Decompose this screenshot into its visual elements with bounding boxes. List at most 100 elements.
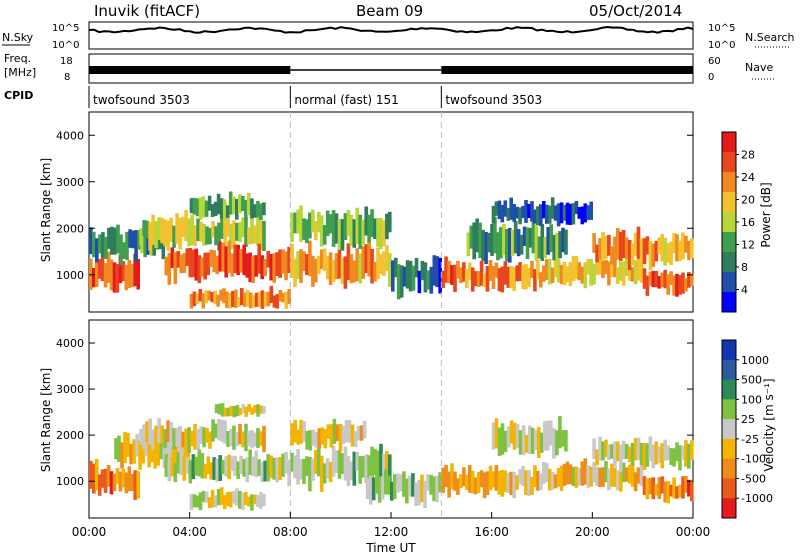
cell xyxy=(500,266,505,293)
cell xyxy=(256,428,260,449)
cell xyxy=(210,489,215,508)
freq-unit: [MHz] xyxy=(4,66,36,79)
cell xyxy=(536,470,540,491)
colorbar-swatch xyxy=(722,458,736,479)
cell xyxy=(97,259,102,279)
cell xyxy=(527,267,531,288)
cell xyxy=(604,439,608,458)
cell xyxy=(210,204,215,217)
cell xyxy=(630,442,635,466)
cell xyxy=(89,258,93,290)
cell xyxy=(266,454,270,482)
cell xyxy=(556,258,561,283)
cell xyxy=(250,430,254,449)
cell xyxy=(639,442,644,465)
cell xyxy=(164,256,169,276)
cell xyxy=(681,476,685,499)
cell xyxy=(263,460,267,482)
cell xyxy=(654,270,659,288)
data-band-8 xyxy=(391,255,442,300)
cell xyxy=(607,234,611,256)
cell xyxy=(543,421,547,451)
cell xyxy=(627,240,632,271)
cell xyxy=(376,450,380,487)
cell xyxy=(293,212,297,234)
power-yticks: 1000 2000 3000 4000 xyxy=(56,129,693,282)
cell xyxy=(311,255,315,287)
cell xyxy=(592,461,596,483)
cell xyxy=(244,491,248,506)
cell xyxy=(530,476,534,495)
cell xyxy=(188,248,193,278)
cell xyxy=(194,456,199,476)
cell xyxy=(100,469,105,488)
cell xyxy=(453,471,457,491)
cell xyxy=(219,487,224,505)
cell xyxy=(690,238,694,258)
cell xyxy=(238,407,243,416)
cell xyxy=(387,475,391,495)
data-band-4 xyxy=(189,487,266,511)
cell xyxy=(624,253,629,276)
cell xyxy=(616,441,620,462)
cell xyxy=(343,213,348,240)
cell xyxy=(225,205,230,218)
cell xyxy=(441,467,445,493)
cell xyxy=(242,459,246,477)
cell xyxy=(257,459,261,476)
cell xyxy=(121,468,126,488)
cell xyxy=(221,242,225,272)
cell xyxy=(287,289,291,305)
cell xyxy=(465,474,469,490)
cell xyxy=(358,253,362,284)
cell xyxy=(269,254,273,281)
cell xyxy=(148,418,152,445)
cell xyxy=(196,218,200,242)
cell xyxy=(136,471,140,499)
cell xyxy=(211,221,215,238)
cell xyxy=(681,445,685,460)
xtick-label: 08:00 xyxy=(273,525,308,539)
cell xyxy=(559,202,564,224)
cell xyxy=(595,255,599,275)
cell xyxy=(240,288,244,306)
cell xyxy=(639,266,644,283)
cell xyxy=(229,223,233,250)
cell xyxy=(485,471,490,495)
cell xyxy=(200,453,205,479)
cell xyxy=(100,252,105,281)
cell xyxy=(675,486,679,499)
cell xyxy=(365,478,370,499)
cell xyxy=(565,202,570,225)
cell xyxy=(259,431,263,446)
cell xyxy=(287,246,291,274)
cell xyxy=(627,446,632,463)
cell xyxy=(150,443,154,462)
cell xyxy=(159,435,164,460)
cell xyxy=(244,423,248,452)
cell xyxy=(203,463,207,479)
cell xyxy=(302,421,306,442)
cell xyxy=(368,475,373,505)
cell xyxy=(293,419,297,443)
cell xyxy=(469,225,474,249)
cell xyxy=(660,272,664,288)
colorbar-tick-label: -100 xyxy=(741,453,766,466)
cell xyxy=(183,440,188,467)
cell xyxy=(262,425,266,453)
cell xyxy=(130,263,135,287)
cell xyxy=(556,468,561,487)
cell xyxy=(379,218,383,250)
date-title: 05/Oct/2014 xyxy=(589,2,682,20)
cell xyxy=(214,226,218,246)
cell xyxy=(144,436,148,456)
cell xyxy=(619,261,623,281)
ytick-label: 3000 xyxy=(56,383,84,396)
cell xyxy=(247,403,251,412)
cell xyxy=(396,473,400,493)
cell xyxy=(328,461,333,483)
data-band-7 xyxy=(290,205,392,251)
cell xyxy=(503,430,508,452)
cell xyxy=(592,233,596,253)
